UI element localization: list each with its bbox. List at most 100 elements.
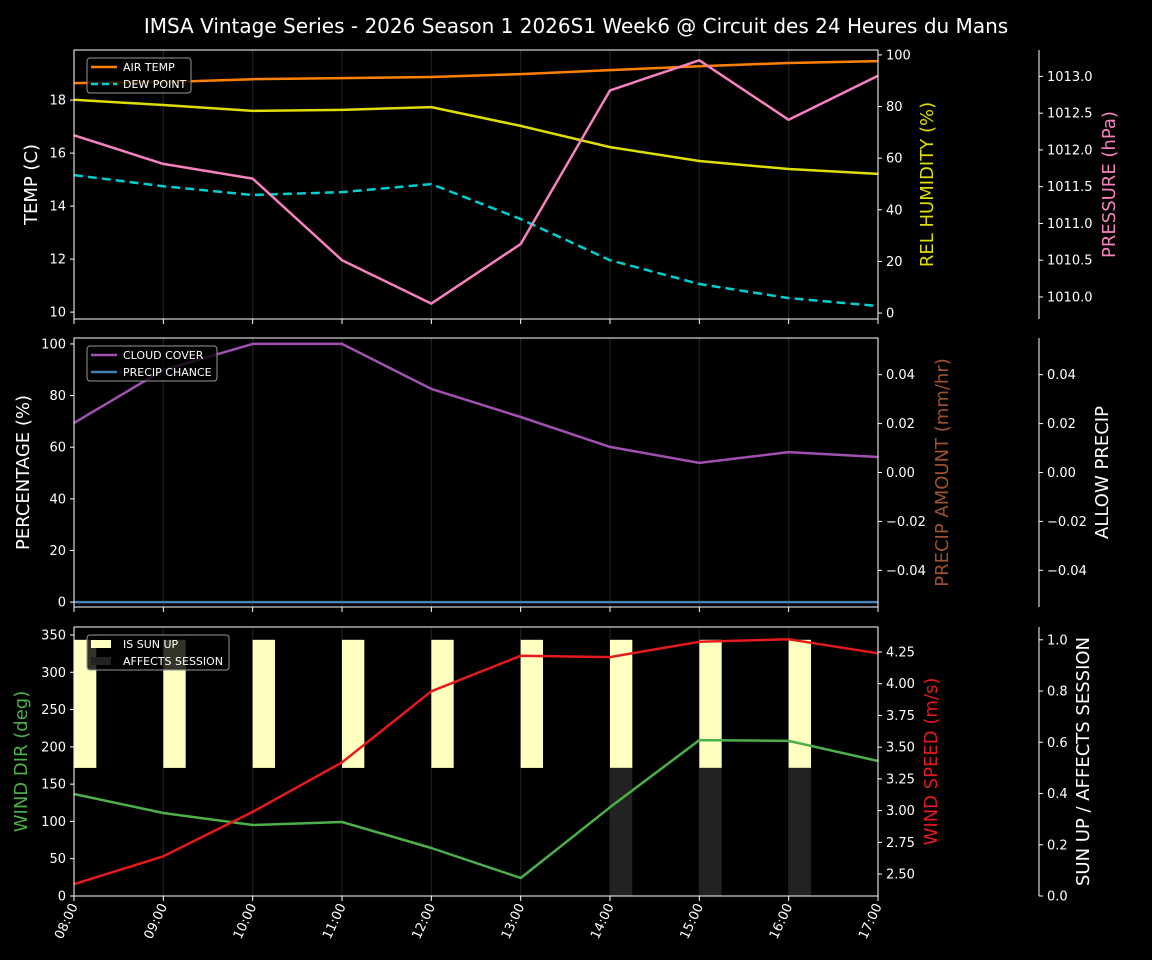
legend-swatch: [91, 657, 111, 665]
left-tick-label: 50: [49, 852, 66, 867]
legend: IS SUN UP AFFECTS SESSION: [86, 634, 230, 671]
right2-axis-label: PRESSURE (hPa): [1099, 111, 1120, 258]
right2-tick-label: 1011.5: [1047, 180, 1093, 195]
legend-label: PRECIP CHANCE: [123, 366, 212, 379]
panel-3: 0 50 100 150 200 250 300 350 WIND DIR (deg) 2.50 2…: [11, 626, 1094, 942]
x-tick-label: 12:00: [410, 901, 439, 941]
right-tick-label: 0.04: [886, 368, 915, 383]
right-tick-label: −0.02: [886, 515, 926, 530]
x-tick-label: 17:00: [856, 901, 885, 941]
left-axis-label: WIND DIR (deg): [11, 691, 32, 833]
left-axis-label: PERCENTAGE (%): [13, 395, 34, 550]
series-line-right: [73, 98, 879, 176]
legend-label: IS SUN UP: [123, 638, 179, 651]
affects-session-bar: [699, 767, 722, 896]
sun-up-bar: [342, 639, 365, 768]
legend: CLOUD COVER PRECIP CHANCE: [86, 345, 218, 382]
right-tick-label: 3.00: [886, 804, 915, 819]
right2-tick-label: 0.00: [1047, 466, 1076, 481]
sun-up-bar: [252, 639, 275, 768]
chart-title: IMSA Vintage Series - 2026 Season 1 2026…: [143, 14, 1009, 38]
series-line-air-temp: [73, 59, 879, 85]
left-tick-label: 10: [49, 306, 66, 321]
right-tick-label: 0.02: [886, 417, 915, 432]
sun-up-bar: [163, 639, 186, 768]
sun-up-bar: [431, 639, 454, 768]
right2-tick-label: 1012.5: [1047, 107, 1093, 122]
right-tick-label: 2.75: [886, 836, 915, 851]
right2-tick-label: 1010.5: [1047, 254, 1093, 269]
legend-label: CLOUD COVER: [123, 349, 204, 362]
sun-up-bar: [74, 639, 97, 768]
right2-tick-label: 1011.0: [1047, 217, 1093, 232]
right-tick-label: 3.75: [886, 709, 915, 724]
legend-box: [86, 345, 218, 382]
sun-up-bar: [699, 639, 722, 768]
right-tick-label: 100: [886, 48, 911, 63]
sun-up-bar: [788, 639, 811, 768]
panel-1: 10 12 14 16 18 TEMP (C) 0 20 40 60 80 100 REL HUMIDI…: [21, 48, 1120, 324]
right2-tick-label: 0.04: [1047, 368, 1076, 383]
right-axis-label: PRECIP AMOUNT (mm/hr): [932, 358, 953, 587]
right-tick-label: 0.00: [886, 466, 915, 481]
x-tick-label: 10:00: [231, 901, 260, 941]
x-tick-label: 13:00: [499, 901, 528, 941]
right-tick-label: 60: [886, 152, 903, 167]
right-tick-label: 3.50: [886, 741, 915, 756]
right-axis-label: WIND SPEED (m/s): [921, 678, 942, 846]
right-tick-label: 2.50: [886, 868, 915, 883]
left-tick-label: 80: [49, 389, 66, 404]
right2-tick-label: 1013.0: [1047, 70, 1093, 85]
right-tick-label: 80: [886, 100, 903, 115]
right-tick-label: 3.25: [886, 772, 915, 787]
x-tick-label: 09:00: [142, 901, 171, 941]
plot-frame: [73, 626, 879, 897]
x-tick-label: 08:00: [52, 901, 81, 941]
right2-tick-label: −0.04: [1047, 564, 1087, 579]
left-tick-label: 12: [49, 253, 66, 268]
series-line-right2: [73, 59, 879, 305]
left-tick-label: 350: [41, 628, 66, 643]
left-tick-label: 60: [49, 441, 66, 456]
left-tick-label: 18: [49, 94, 66, 109]
right2-tick-label: −0.02: [1047, 515, 1087, 530]
series-line-left: [73, 738, 879, 880]
right2-tick-label: 0.8: [1047, 685, 1068, 700]
legend-box: [86, 634, 230, 671]
panel-2: 0 20 40 60 80 100 PERCENTAGE (%) −0.04 −0.02 0.00…: [13, 337, 1113, 612]
legend: AIR TEMP DEW POINT: [86, 57, 192, 94]
right-tick-label: 20: [886, 255, 903, 270]
right2-tick-label: 0.0: [1047, 890, 1068, 905]
right2-tick-label: 0.2: [1047, 838, 1068, 853]
right-tick-label: 4.00: [886, 677, 915, 692]
right2-tick-label: 0.6: [1047, 736, 1068, 751]
right2-tick-label: 1.0: [1047, 633, 1068, 648]
right2-tick-label: 1012.0: [1047, 143, 1093, 158]
legend-swatch: [91, 640, 111, 648]
left-axis-label: TEMP (C): [21, 144, 42, 226]
series-line-dew-point: [73, 173, 879, 308]
left-tick-label: 14: [49, 200, 66, 215]
right2-tick-label: 0.4: [1047, 787, 1068, 802]
right-axis-label: REL HUMIDITY (%): [917, 102, 938, 267]
left-tick-label: 0: [58, 596, 66, 611]
right-tick-label: 0: [886, 307, 894, 322]
left-tick-label: 0: [58, 890, 66, 905]
sun-up-bar: [520, 639, 543, 768]
left-tick-label: 250: [41, 703, 66, 718]
legend-label: AIR TEMP: [123, 61, 175, 74]
plot-frame: [73, 49, 879, 320]
affects-session-bar: [788, 767, 811, 896]
right-tick-label: 4.25: [886, 645, 915, 660]
sun-up-bar: [610, 639, 633, 768]
right-tick-label: −0.04: [886, 564, 926, 579]
left-tick-label: 200: [41, 740, 66, 755]
left-tick-label: 300: [41, 666, 66, 681]
x-tick-label: 11:00: [320, 901, 349, 941]
left-tick-label: 20: [49, 544, 66, 559]
series-line-right: [73, 638, 879, 886]
left-tick-label: 100: [41, 815, 66, 830]
right2-axis-label: SUN UP / AFFECTS SESSION: [1073, 637, 1094, 886]
left-tick-label: 16: [49, 147, 66, 162]
